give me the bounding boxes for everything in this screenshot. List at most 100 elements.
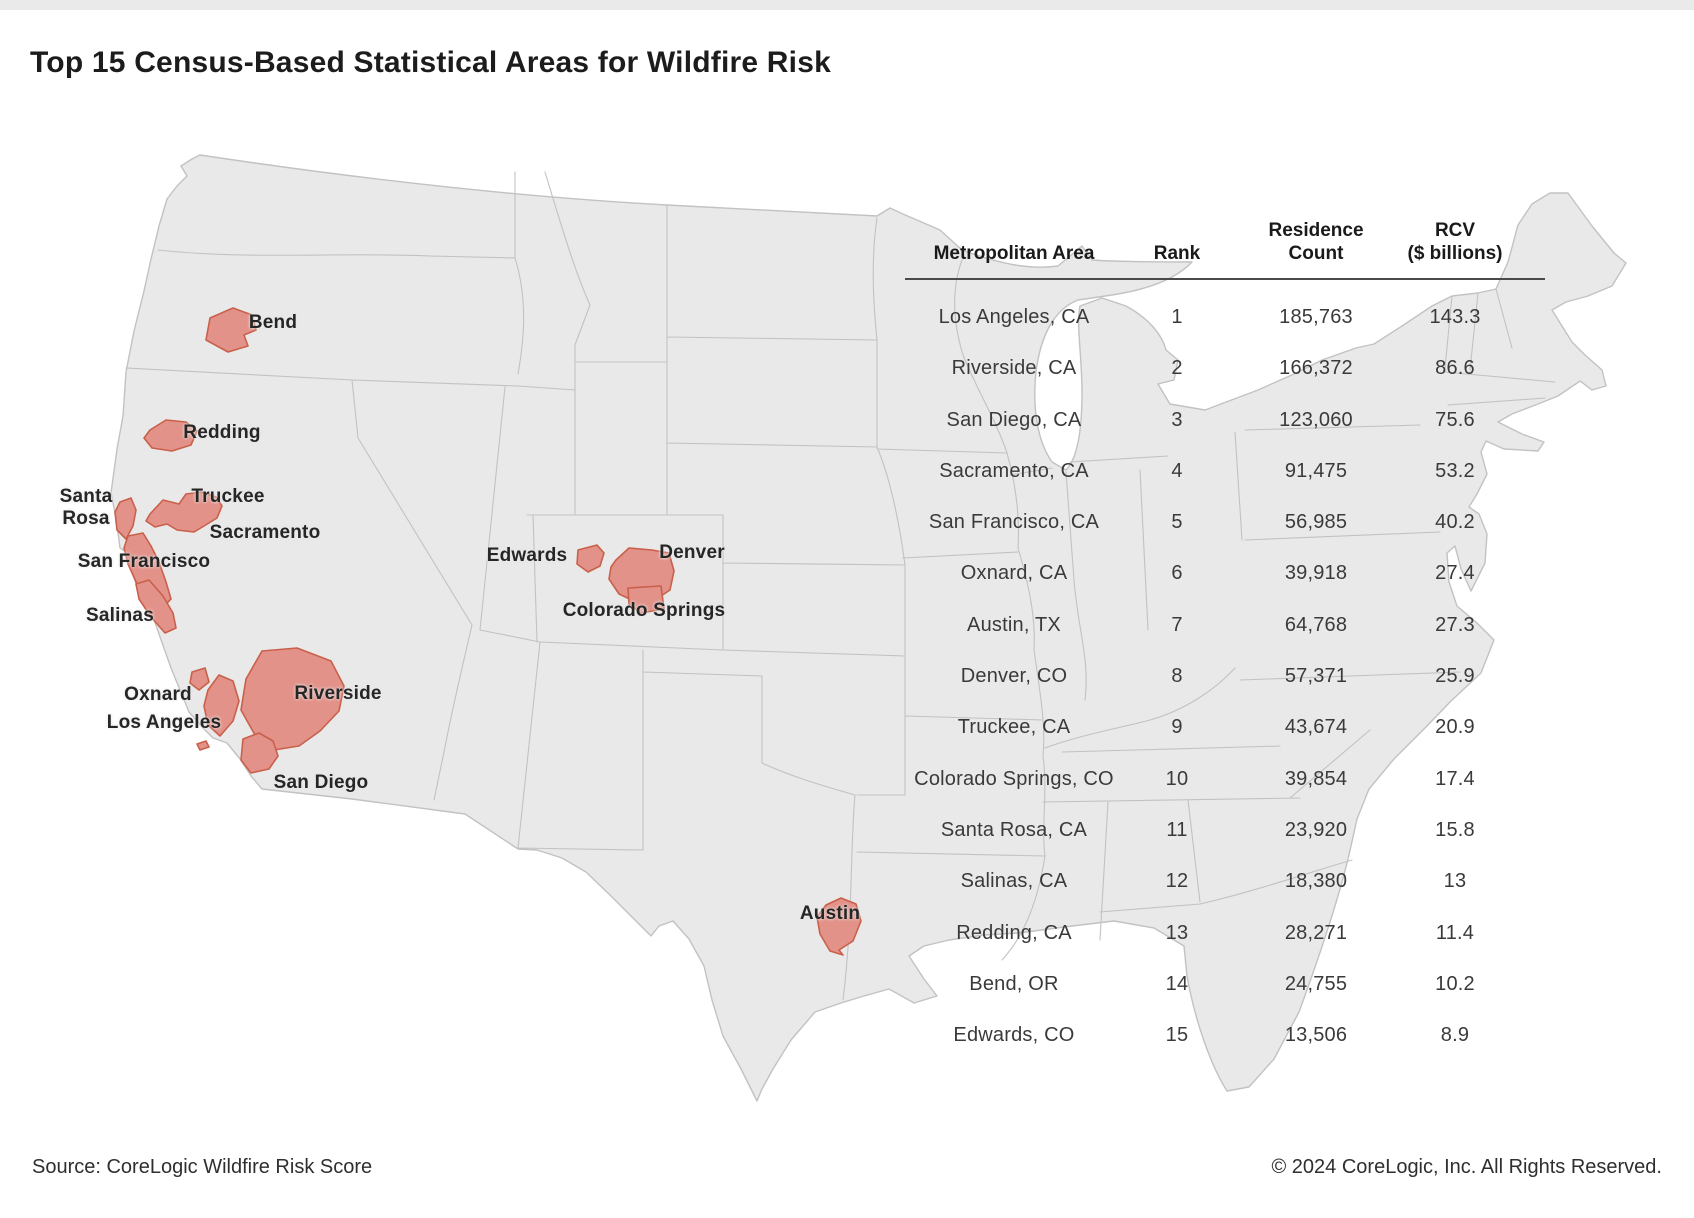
- region-truckee: [145, 491, 223, 533]
- cell-metro: Salinas, CA: [960, 870, 1068, 892]
- column-header-rcv: RCV ($ billions): [1407, 219, 1503, 265]
- source-attribution: Source: CoreLogic Wildfire Risk Score: [32, 1156, 373, 1178]
- us-country-outline: [110, 154, 1627, 1102]
- map-label-riverside: Riverside: [294, 683, 382, 705]
- cell-residence-count: 28,271: [1284, 922, 1348, 944]
- cell-residence-count: 18,380: [1284, 870, 1348, 892]
- region-austin: [816, 897, 862, 956]
- region-channel-islands: [196, 740, 210, 751]
- cell-rank: 2: [1171, 357, 1183, 379]
- cell-metro: San Francisco, CA: [928, 511, 1100, 533]
- cell-rank: 9: [1171, 716, 1183, 738]
- column-header-metro-area: Metropolitan Area: [933, 243, 1095, 265]
- cell-metro: San Diego, CA: [946, 409, 1082, 431]
- region-riverside: [240, 647, 345, 751]
- region-edwards: [576, 544, 605, 573]
- cell-rank: 15: [1165, 1024, 1189, 1046]
- cell-metro: Redding, CA: [956, 922, 1072, 944]
- map-label-denver: Denver: [659, 542, 725, 564]
- map-label-redding: Redding: [183, 422, 261, 444]
- cell-metro: Los Angeles, CA: [938, 306, 1090, 328]
- map-label-truckee: Truckee: [191, 486, 265, 508]
- cell-rank: 14: [1165, 973, 1189, 995]
- cell-residence-count: 64,768: [1284, 614, 1348, 636]
- cell-rcv: 20.9: [1435, 716, 1475, 738]
- cell-residence-count: 39,854: [1284, 768, 1348, 790]
- cell-metro: Sacramento, CA: [939, 460, 1089, 482]
- cell-residence-count: 166,372: [1279, 357, 1353, 379]
- cell-rank: 1: [1171, 306, 1183, 328]
- cell-metro: Edwards, CO: [953, 1024, 1075, 1046]
- cell-rcv: 75.6: [1435, 409, 1475, 431]
- cell-metro: Bend, OR: [969, 973, 1059, 995]
- cell-residence-count: 13,506: [1284, 1024, 1348, 1046]
- region-colorado-springs: [627, 585, 665, 614]
- map-label-sacramento: Sacramento: [209, 522, 321, 544]
- map-label-salinas: Salinas: [86, 605, 154, 627]
- cell-residence-count: 39,918: [1284, 562, 1348, 584]
- region-bend: [205, 307, 257, 353]
- cell-rank: 12: [1165, 870, 1189, 892]
- map-label-oxnard: Oxnard: [124, 684, 192, 706]
- cell-rcv: 27.4: [1435, 562, 1475, 584]
- table-header-rule: [905, 278, 1545, 280]
- cell-rcv: 10.2: [1435, 973, 1475, 995]
- cell-metro: Denver, CO: [960, 665, 1068, 687]
- cell-rcv: 27.3: [1435, 614, 1475, 636]
- region-los-angeles: [203, 674, 240, 737]
- page-title: Top 15 Census-Based Statistical Areas fo…: [30, 46, 831, 80]
- cell-rank: 6: [1171, 562, 1183, 584]
- cell-rank: 4: [1171, 460, 1183, 482]
- cell-rcv: 25.9: [1435, 665, 1475, 687]
- cell-residence-count: 56,985: [1284, 511, 1348, 533]
- cell-rank: 13: [1165, 922, 1189, 944]
- cell-rank: 10: [1165, 768, 1189, 790]
- cell-rank: 7: [1171, 614, 1183, 636]
- cell-rcv: 15.8: [1435, 819, 1475, 841]
- cell-residence-count: 24,755: [1284, 973, 1348, 995]
- cell-metro: Colorado Springs, CO: [914, 768, 1114, 790]
- cell-metro: Riverside, CA: [951, 357, 1077, 379]
- cell-residence-count: 57,371: [1284, 665, 1348, 687]
- map-label-edwards: Edwards: [486, 545, 568, 567]
- cell-rcv: 40.2: [1435, 511, 1475, 533]
- cell-rank: 3: [1171, 409, 1183, 431]
- cell-rcv: 13: [1443, 870, 1467, 892]
- map-label-san-francisco: San Francisco: [77, 551, 211, 573]
- map-label-colorado-springs: Colorado Springs: [562, 600, 726, 622]
- cell-metro: Truckee, CA: [957, 716, 1071, 738]
- cell-residence-count: 43,674: [1284, 716, 1348, 738]
- cell-rcv: 11.4: [1435, 922, 1475, 944]
- map-label-san-diego: San Diego: [273, 772, 369, 794]
- cell-rank: 5: [1171, 511, 1183, 533]
- region-salinas: [135, 579, 177, 634]
- map-label-austin: Austin: [799, 903, 861, 925]
- top-accent-bar: [0, 0, 1694, 10]
- cell-residence-count: 185,763: [1279, 306, 1353, 328]
- cell-rcv: 86.6: [1435, 357, 1475, 379]
- cell-rcv: 8.9: [1440, 1024, 1470, 1046]
- copyright-notice: © 2024 CoreLogic, Inc. All Rights Reserv…: [1271, 1156, 1663, 1178]
- region-oxnard: [189, 667, 210, 691]
- state-borders: [125, 171, 1556, 1001]
- map-label-los-angeles: Los Angeles: [106, 712, 222, 734]
- cell-rcv: 53.2: [1435, 460, 1475, 482]
- cell-metro: Austin, TX: [967, 614, 1061, 636]
- cell-rcv: 143.3: [1429, 306, 1481, 328]
- region-redding: [143, 419, 198, 452]
- cell-residence-count: 23,920: [1284, 819, 1348, 841]
- cell-rcv: 17.4: [1435, 768, 1475, 790]
- column-header-rank: Rank: [1153, 243, 1201, 265]
- cell-metro: Santa Rosa, CA: [940, 819, 1088, 841]
- cell-rank: 11: [1166, 819, 1188, 841]
- cell-metro: Oxnard, CA: [960, 562, 1068, 584]
- cell-rank: 8: [1171, 665, 1183, 687]
- cell-residence-count: 91,475: [1284, 460, 1348, 482]
- cell-residence-count: 123,060: [1279, 409, 1353, 431]
- map-label-santa-rosa: Santa Rosa: [59, 486, 113, 529]
- column-header-residence-count: Residence Count: [1268, 219, 1364, 265]
- region-san-diego: [240, 732, 279, 774]
- region-santa-rosa: [114, 497, 137, 540]
